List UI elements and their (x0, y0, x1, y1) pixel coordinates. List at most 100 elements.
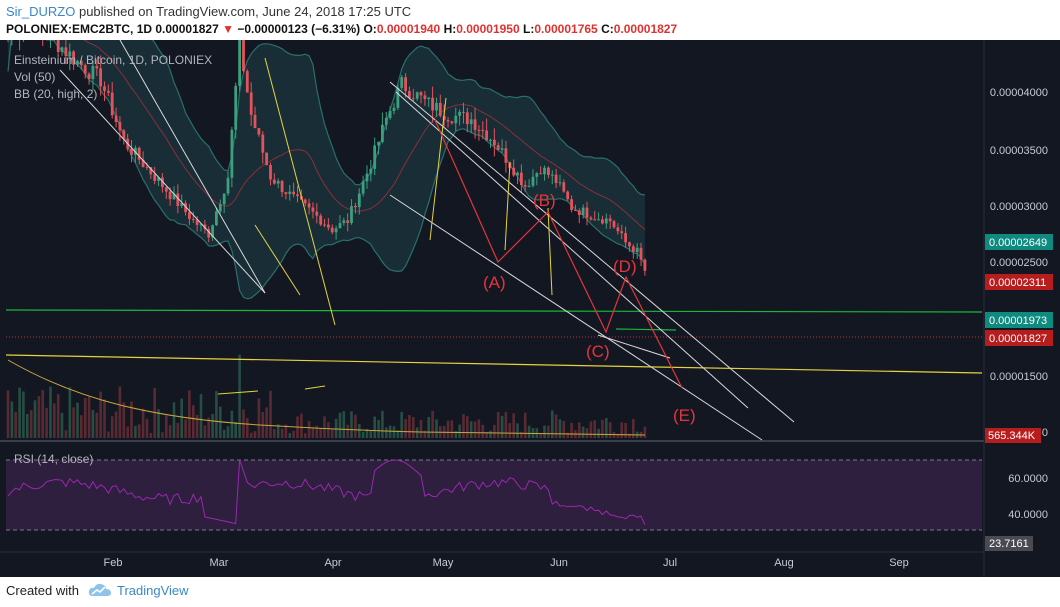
volume-bar (91, 409, 95, 438)
volume-bar (265, 407, 268, 438)
price-badge-label: 0.00001827 (989, 333, 1047, 345)
volume-bar (103, 399, 106, 438)
wave-label: (A) (483, 273, 506, 292)
candle-body (570, 199, 573, 210)
wave-label: (C) (586, 342, 610, 361)
volume-bar (566, 432, 569, 438)
candle-body (500, 148, 504, 150)
volume-bar (481, 424, 485, 438)
volume-bar (276, 424, 280, 438)
price-badge (985, 234, 1053, 250)
volume-bar (303, 433, 307, 438)
yellow-annotation-line (429, 97, 447, 241)
price-pane[interactable] (0, 40, 984, 440)
volume-bar (45, 407, 48, 438)
candle-body (585, 207, 589, 218)
volume-bar (22, 391, 25, 438)
volume-bar (616, 434, 620, 438)
candle-body (624, 233, 627, 243)
volume-bar (605, 418, 608, 438)
candle-body (377, 141, 380, 146)
volume-bar (307, 421, 311, 438)
volume-bar (195, 415, 199, 438)
volume-bar (14, 412, 17, 438)
candle-body (141, 159, 145, 167)
volume-bar (504, 411, 508, 438)
volume-bar (110, 416, 114, 438)
candle-body (334, 228, 338, 233)
tradingview-link[interactable]: TradingView (117, 583, 189, 598)
candle-body (68, 51, 72, 56)
price-scale[interactable] (984, 40, 1060, 577)
bollinger-upper (152, 40, 645, 196)
candle-body (523, 185, 527, 187)
last-price: 0.00001827 (155, 22, 219, 36)
candle-body (554, 174, 558, 183)
author-link[interactable]: Sir_DURZO (6, 4, 76, 19)
volume-bar (199, 394, 203, 438)
candle-body (581, 207, 585, 215)
yellow-annotation-line (304, 385, 326, 390)
volume-bar (643, 426, 647, 438)
volume-bar (377, 419, 380, 438)
volume-bar (597, 428, 600, 438)
bollinger-fill (8, 40, 645, 299)
rsi-line (7, 459, 646, 526)
candle-body (604, 218, 608, 224)
volume-bar (469, 421, 473, 438)
candle-body (288, 191, 292, 194)
volume-bar (222, 429, 226, 438)
volume-bar (412, 417, 415, 438)
candle-body (184, 203, 187, 213)
candle-body (230, 129, 234, 178)
volume-bar (168, 425, 172, 438)
volume-bar (10, 401, 14, 438)
volume-bar (581, 426, 585, 438)
volume-bar (632, 419, 635, 438)
volume-bar (520, 431, 523, 438)
candle-body (628, 242, 631, 247)
candle-body (307, 203, 311, 208)
candle-body (107, 90, 110, 93)
candle-body (95, 65, 99, 69)
publish-header: Sir_DURZO published on TradingView.com, … (0, 0, 1060, 40)
legend-bollinger: BB (20, high, 2) (14, 87, 97, 101)
volume-bar (334, 418, 338, 438)
axes: 0.00004000 0.00003500 0.00003000 0.00002500… (104, 87, 1053, 569)
volume-bar (149, 433, 153, 438)
volume-bar (230, 410, 234, 438)
candle-body (346, 220, 350, 223)
candle-body (601, 219, 604, 224)
volume-bar (130, 401, 133, 438)
rsi-tick-label: 40.0000 (1008, 509, 1048, 521)
volume-bar (184, 419, 187, 438)
volume-bar (83, 398, 87, 438)
low-value: 0.00001765 (534, 22, 598, 36)
price-tick-label: 0.00004000 (990, 87, 1048, 99)
candle-body (265, 152, 268, 166)
chart-area[interactable]: (A) (B) (C) (D) (E) 0.00004000 0.00003500 0.00… (0, 39, 1060, 577)
candle-body (188, 212, 191, 219)
footer: Created with TradingView (0, 577, 1060, 607)
candle-body (215, 211, 218, 226)
volume-bar (126, 426, 129, 438)
chart-canvas[interactable]: (A)(B)(C)(D)(E) 0.000040000.000035000.00… (0, 39, 1060, 577)
volume-bar (508, 423, 512, 438)
volume-bar (300, 413, 303, 438)
volume-bar (273, 429, 276, 438)
trend-line-white (389, 81, 795, 423)
candle-body (350, 206, 353, 224)
candle-body (357, 193, 361, 208)
volume-bar (554, 414, 558, 438)
green-mini-line (615, 328, 677, 331)
candle-body (315, 211, 319, 216)
candle-body (504, 148, 508, 163)
candle-body (164, 187, 168, 192)
volume-bar (219, 406, 222, 438)
volume-bar (319, 428, 322, 438)
candle-body (110, 92, 114, 116)
volume-bar (203, 425, 207, 438)
elliott-wave-path (434, 119, 683, 389)
candle-body (489, 139, 492, 141)
volume-bar (578, 422, 581, 438)
